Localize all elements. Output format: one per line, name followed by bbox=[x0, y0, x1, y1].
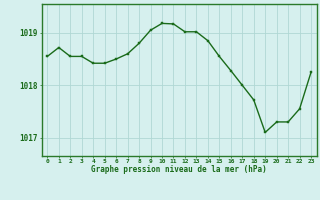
X-axis label: Graphe pression niveau de la mer (hPa): Graphe pression niveau de la mer (hPa) bbox=[91, 165, 267, 174]
